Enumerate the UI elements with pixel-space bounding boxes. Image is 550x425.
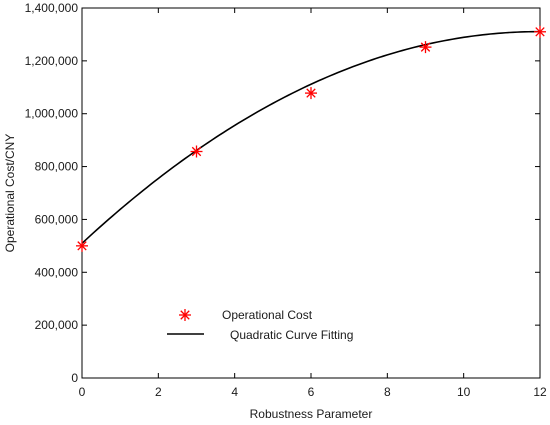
y-axis-label: Operational Cost/CNY	[3, 134, 17, 253]
data-point-operational-cost	[76, 239, 88, 252]
x-axis-label: Robustness Parameter	[250, 407, 373, 421]
y-tick-label: 1,400,000	[25, 1, 79, 15]
y-tick-label: 1,000,000	[25, 107, 79, 121]
y-tick-label: 400,000	[35, 265, 79, 279]
legend-asterisk-icon	[179, 309, 191, 321]
data-point-operational-cost	[419, 41, 432, 54]
x-tick-label: 12	[533, 385, 547, 399]
y-tick-label: 1,200,000	[25, 54, 79, 68]
legend-marker-operational-cost	[179, 309, 191, 321]
legend: Operational Cost Quadratic Curve Fitting	[167, 308, 353, 342]
x-tick-label: 4	[231, 385, 238, 399]
plot-frame	[81, 7, 541, 379]
data-point-operational-cost	[534, 25, 546, 38]
x-axis-ticks: 0 2 4 6 8 10 12	[79, 8, 547, 399]
y-tick-label: 600,000	[35, 212, 79, 226]
x-tick-label: 6	[308, 385, 315, 399]
y-tick-label: 0	[71, 371, 78, 385]
x-tick-label: 0	[79, 385, 86, 399]
y-axis-ticks: 0 200,000 400,000 600,000 800,000 1,000,000 1,…	[25, 1, 540, 385]
legend-label-operational-cost: Operational Cost	[222, 308, 313, 322]
x-tick-label: 10	[457, 385, 471, 399]
quadratic-fit-curve	[81, 30, 540, 244]
data-point-operational-cost	[305, 87, 317, 100]
operational-cost-points	[76, 25, 546, 252]
legend-label-quadratic-fit: Quadratic Curve Fitting	[230, 328, 353, 342]
x-tick-label: 2	[155, 385, 162, 399]
data-point-operational-cost	[190, 145, 203, 158]
y-tick-label: 200,000	[35, 318, 79, 332]
y-tick-label: 800,000	[35, 160, 79, 174]
x-tick-label: 8	[384, 385, 391, 399]
